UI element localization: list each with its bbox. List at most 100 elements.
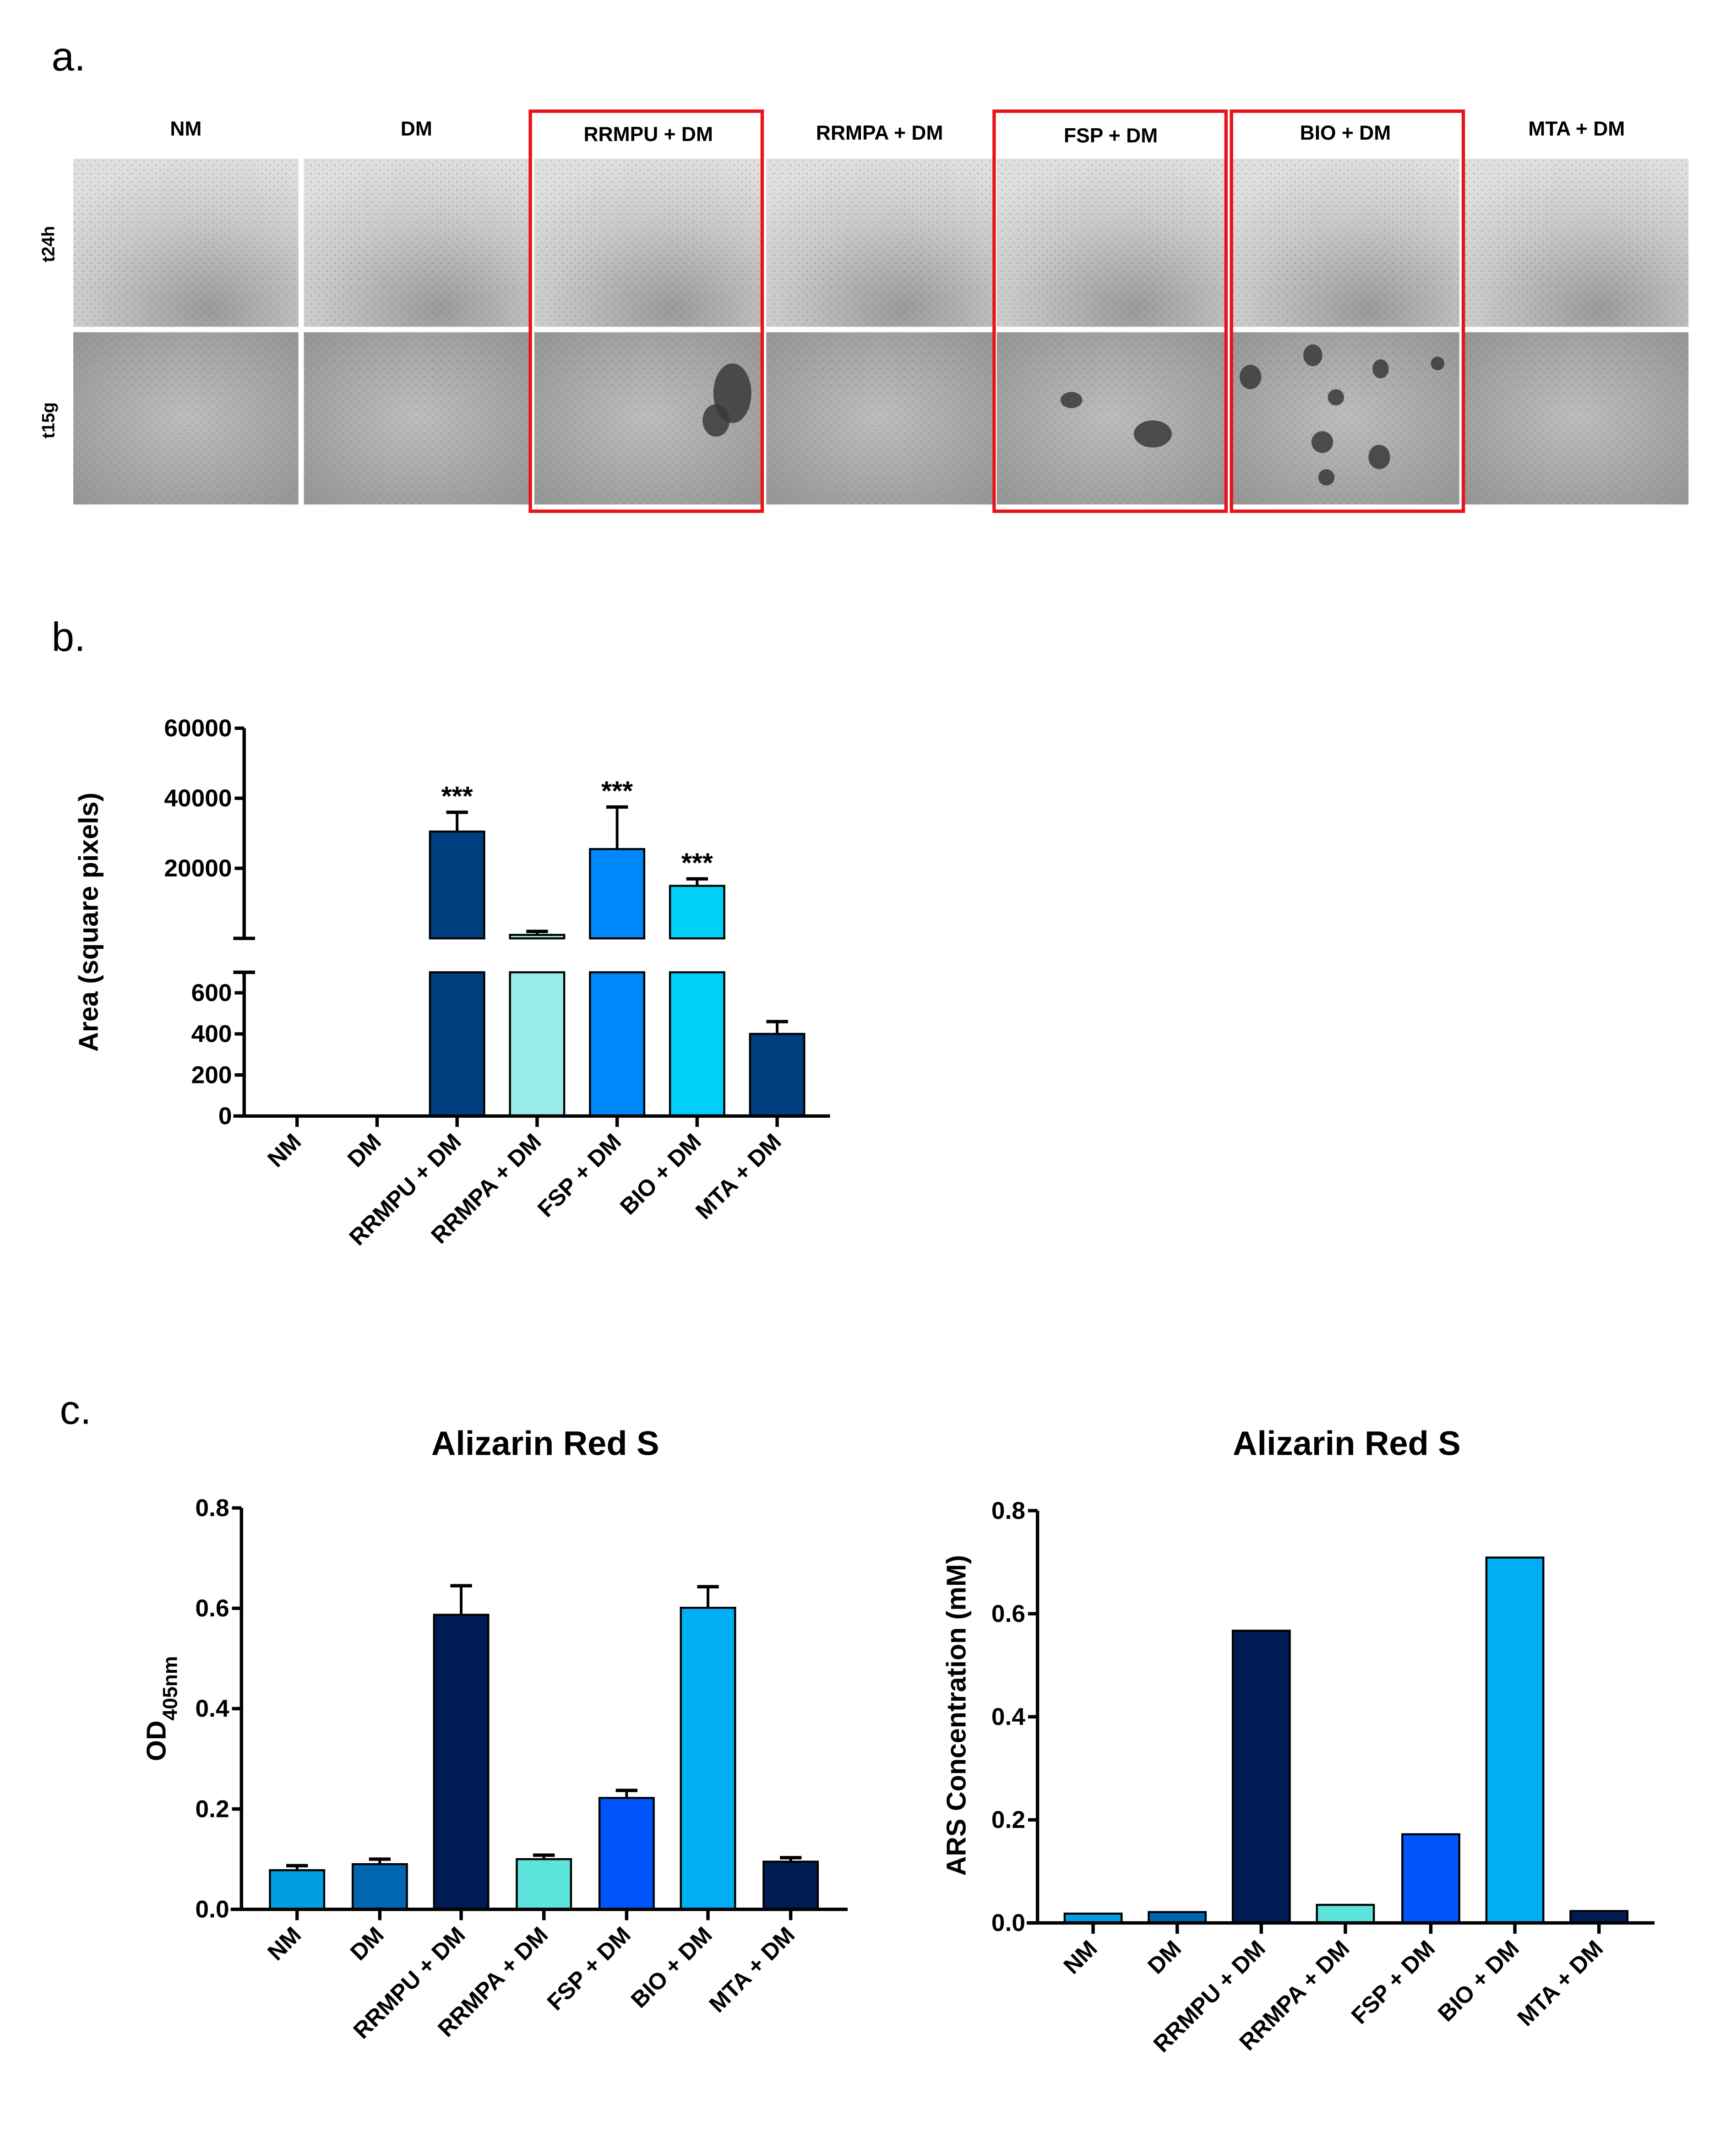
y-tick-label: 600 bbox=[191, 979, 232, 1006]
x-tick-label: FSP + DM bbox=[532, 1128, 626, 1222]
bar bbox=[1231, 1630, 1291, 1924]
micrograph-texture bbox=[73, 158, 299, 327]
y-tick-label: 0.0 bbox=[196, 1896, 229, 1923]
x-tick-label: MTA + DM bbox=[1512, 1935, 1608, 2031]
chart-b: *** *** *** 0 200 400 600 20000 40000 60000 Area (… bbox=[73, 715, 830, 1251]
x-tick-label: FSP + DM bbox=[1346, 1935, 1440, 2029]
panel-a-label: a. bbox=[52, 34, 86, 79]
bar bbox=[1485, 1556, 1545, 1924]
column-header: DM bbox=[401, 118, 432, 140]
x-tick-label: FSP + DM bbox=[542, 1921, 636, 2015]
bar bbox=[598, 1797, 655, 1910]
x-tick-label: BIO + DM bbox=[1432, 1935, 1524, 2026]
x-tick-label: BIO + DM bbox=[626, 1921, 717, 2012]
bar bbox=[433, 1614, 490, 1910]
x-tick-label: NM bbox=[262, 1921, 306, 1965]
micrograph-texture bbox=[534, 158, 762, 327]
micrograph-texture bbox=[766, 332, 993, 505]
chart-c-concentration: 0.0 0.2 0.4 0.6 0.8 Alizarin Red S ARS Concent… bbox=[941, 1425, 1655, 2057]
bar bbox=[516, 1858, 572, 1910]
micrograph-texture bbox=[304, 158, 529, 327]
nodule bbox=[1431, 356, 1445, 370]
column-header: BIO + DM bbox=[1300, 122, 1391, 144]
bar bbox=[762, 1860, 819, 1910]
significance-marker: *** bbox=[601, 776, 633, 806]
row-label: t24h bbox=[39, 226, 59, 262]
nodule bbox=[1133, 420, 1172, 448]
bar bbox=[269, 1869, 326, 1910]
micrograph-texture bbox=[1231, 158, 1459, 327]
x-tick-label: NM bbox=[262, 1128, 306, 1172]
y-tick-label: 0.6 bbox=[196, 1595, 229, 1622]
y-tick-label: 200 bbox=[191, 1061, 232, 1088]
y-tick-label: 400 bbox=[191, 1021, 232, 1048]
bar-upper bbox=[669, 885, 725, 940]
micrograph-texture bbox=[1464, 332, 1689, 505]
y-axis-label: ARS Concentration (mM) bbox=[941, 1555, 972, 1876]
y-axis-label-subscript: 405nm bbox=[159, 1656, 181, 1721]
micrograph-texture bbox=[304, 332, 529, 505]
x-tick-label: MTA + DM bbox=[690, 1128, 786, 1224]
nodule bbox=[1303, 344, 1322, 366]
nodule bbox=[1061, 392, 1083, 408]
column-header: FSP + DM bbox=[1064, 125, 1158, 147]
nodule bbox=[1311, 431, 1333, 453]
bar-upper bbox=[589, 848, 646, 940]
bar-lower bbox=[669, 971, 725, 1117]
x-tick-label: MTA + DM bbox=[704, 1921, 800, 2017]
highlight-box bbox=[528, 109, 764, 513]
row-label: t15g bbox=[39, 402, 59, 438]
y-tick-label: 0.2 bbox=[196, 1795, 229, 1822]
micrograph-texture bbox=[996, 332, 1225, 505]
bar bbox=[1401, 1833, 1460, 1924]
chart-title: Alizarin Red S bbox=[431, 1425, 659, 1463]
nodule bbox=[1318, 469, 1335, 486]
significance-marker: *** bbox=[681, 847, 713, 878]
column-header: RRMPU + DM bbox=[583, 123, 713, 146]
y-tick-label: 0.6 bbox=[991, 1600, 1025, 1627]
chart-c-od: 0.0 0.2 0.4 0.6 0.8 Alizarin Red S OD405nm NM DM… bbox=[141, 1425, 848, 2044]
bar-lower bbox=[509, 971, 566, 1117]
column-header: NM bbox=[170, 118, 201, 140]
column-header: RRMPA + DM bbox=[816, 122, 943, 144]
y-tick-label: 0.8 bbox=[991, 1497, 1025, 1524]
bar-lower bbox=[749, 1033, 805, 1117]
column-header: MTA + DM bbox=[1528, 118, 1625, 140]
bar bbox=[1569, 1910, 1629, 1924]
nodule bbox=[1372, 359, 1389, 379]
bar-upper bbox=[429, 830, 485, 940]
y-tick-label: 40000 bbox=[164, 785, 232, 812]
nodule bbox=[1328, 389, 1344, 406]
highlight-box bbox=[992, 109, 1228, 513]
micrograph-texture bbox=[73, 332, 299, 505]
nodule bbox=[702, 404, 730, 437]
highlight-box bbox=[1230, 109, 1465, 513]
y-tick-label: 0.4 bbox=[196, 1695, 229, 1722]
micrograph-texture bbox=[1464, 158, 1689, 327]
bar-lower bbox=[589, 971, 646, 1117]
y-tick-label: 0.0 bbox=[991, 1909, 1025, 1936]
y-tick-label: 60000 bbox=[164, 715, 232, 742]
micrograph-texture bbox=[766, 158, 993, 327]
y-axis-label: Area (square pixels) bbox=[73, 793, 103, 1052]
x-tick-label: DM bbox=[1143, 1935, 1186, 1979]
nodule bbox=[1239, 364, 1262, 389]
y-tick-label: 0.2 bbox=[991, 1806, 1025, 1833]
x-tick-label: NM bbox=[1058, 1935, 1102, 1979]
panel-b-label: b. bbox=[52, 614, 86, 660]
bar bbox=[1316, 1903, 1375, 1924]
y-tick-label: 0.8 bbox=[196, 1495, 229, 1522]
x-tick-label: DM bbox=[345, 1921, 389, 1965]
panel-c-label: c. bbox=[60, 1387, 91, 1433]
y-tick-label: 0.4 bbox=[991, 1703, 1025, 1730]
panel-a-micrographs: NM DM RRMPU + DM RRMPA + DM FSP + DM BIO + DM… bbox=[39, 109, 1689, 513]
x-tick-label: DM bbox=[342, 1128, 386, 1172]
chart-title: Alizarin Red S bbox=[1233, 1425, 1461, 1463]
nodule bbox=[1368, 445, 1390, 469]
y-tick-label: 20000 bbox=[164, 855, 232, 882]
micrograph-texture bbox=[1231, 332, 1459, 505]
bar bbox=[680, 1607, 736, 1910]
y-tick-label: 0 bbox=[218, 1103, 232, 1130]
bar-upper bbox=[509, 934, 566, 940]
